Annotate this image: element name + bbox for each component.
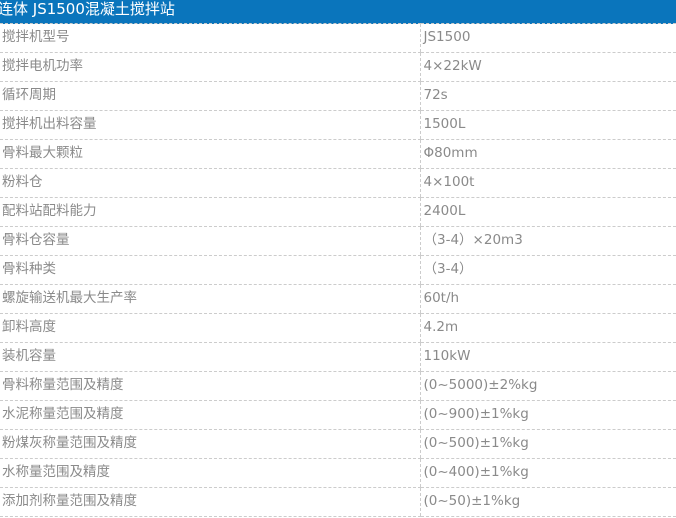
spec-label-text: 装机容量 [2,348,56,364]
spec-value-text: (0~900)±1%kg [423,406,529,422]
spec-value-text: 2400L [423,203,466,219]
spec-value-text: (0~400)±1%kg [423,464,529,480]
spec-label-cell: 卸料高度 [0,313,420,343]
spec-label-text: 骨料仓容量 [2,232,70,248]
spec-value-cell: Φ80mm [419,139,676,169]
spec-value-cell: 1500L [419,110,676,140]
table-row: 循环周期 72s [0,81,676,111]
spec-label-cell: 骨料最大颗粒 [0,139,420,169]
spec-label-cell: 搅拌电机功率 [0,52,420,82]
spec-value-text: 110kW [423,348,471,364]
spec-label-text: 添加剂称量范围及精度 [2,493,137,509]
spec-value-text: 4.2m [423,319,459,335]
spec-value-text: 72s [423,87,448,103]
spec-value-text: JS1500 [423,29,471,45]
spec-label-cell: 水称量范围及精度 [0,458,420,488]
spec-value-text: 1500L [423,116,466,132]
spec-value-cell: 110kW [419,342,676,372]
page-title: 连体 JS1500混凝土搅拌站 [0,0,175,18]
spec-value-text: （3-4）×20m3 [423,232,523,248]
spec-value-text: 60t/h [423,290,460,306]
spec-value-cell: 4×22kW [419,52,676,82]
header-title-cell: 连体 JS1500混凝土搅拌站 [0,0,420,24]
spec-value-cell: (0~500)±1%kg [419,429,676,459]
spec-label-cell: 循环周期 [0,81,420,111]
spec-value-cell: (0~5000)±2%kg [419,371,676,401]
table-row: 骨料最大颗粒 Φ80mm [0,139,676,169]
spec-value-text: (0~50)±1%kg [423,493,521,509]
spec-label-cell: 螺旋输送机最大生产率 [0,284,420,314]
table-row: 装机容量 110kW [0,342,676,372]
spec-label-cell: 装机容量 [0,342,420,372]
spec-label-text: 粉料仓 [2,174,43,190]
table-row: 水称量范围及精度 (0~400)±1%kg [0,458,676,488]
spec-value-cell: （3-4） [419,255,676,285]
spec-value-cell: (0~50)±1%kg [419,487,676,517]
spec-label-text: 搅拌机出料容量 [2,116,97,132]
spec-label-cell: 粉料仓 [0,168,420,198]
spec-label-text: 骨料称量范围及精度 [2,377,124,393]
spec-label-text: 搅拌电机功率 [2,58,83,74]
table-row: 配料站配料能力 2400L [0,197,676,227]
table-row: 骨料种类 （3-4） [0,255,676,285]
table-row: 搅拌机型号 JS1500 [0,23,676,53]
table-row: 骨料称量范围及精度 (0~5000)±2%kg [0,371,676,401]
spec-label-cell: 骨料称量范围及精度 [0,371,420,401]
table-row: 搅拌电机功率 4×22kW [0,52,676,82]
spec-value-cell: (0~900)±1%kg [419,400,676,430]
spec-label-text: 循环周期 [2,87,56,103]
spec-value-text: (0~5000)±2%kg [423,377,538,393]
spec-value-text: 4×100t [423,174,475,190]
table-row: 螺旋输送机最大生产率 60t/h [0,284,676,314]
spec-value-cell: （3-4）×20m3 [419,226,676,256]
spec-label-cell: 水泥称量范围及精度 [0,400,420,430]
spec-label-cell: 搅拌机型号 [0,23,420,53]
spec-label-cell: 搅拌机出料容量 [0,110,420,140]
table-row: 骨料仓容量 （3-4）×20m3 [0,226,676,256]
spec-value-cell: 2400L [419,197,676,227]
table-row: 添加剂称量范围及精度 (0~50)±1%kg [0,487,676,517]
table-row: 搅拌机出料容量 1500L [0,110,676,140]
table-header-row: 连体 JS1500混凝土搅拌站 [0,0,676,24]
spec-label-text: 粉煤灰称量范围及精度 [2,435,137,451]
spec-label-text: 螺旋输送机最大生产率 [2,290,137,306]
spec-label-text: 配料站配料能力 [2,203,97,219]
spec-value-cell: 60t/h [419,284,676,314]
spec-label-text: 搅拌机型号 [2,29,70,45]
table-row: 水泥称量范围及精度 (0~900)±1%kg [0,400,676,430]
spec-label-cell: 添加剂称量范围及精度 [0,487,420,517]
table-row: 粉料仓 4×100t [0,168,676,198]
spec-label-text: 水泥称量范围及精度 [2,406,124,422]
spec-value-text: Φ80mm [423,145,478,161]
spec-value-cell: (0~400)±1%kg [419,458,676,488]
spec-label-text: 骨料最大颗粒 [2,145,83,161]
table-body: 连体 JS1500混凝土搅拌站 [0,0,676,24]
spec-value-text: 4×22kW [423,58,482,74]
header-value-cell [420,0,676,24]
spec-label-cell: 骨料种类 [0,255,420,285]
spec-value-text: (0~500)±1%kg [423,435,529,451]
spec-label-text: 骨料种类 [2,261,56,277]
table-row: 粉煤灰称量范围及精度 (0~500)±1%kg [0,429,676,459]
spec-value-cell: 72s [419,81,676,111]
spec-label-cell: 骨料仓容量 [0,226,420,256]
spec-value-cell: JS1500 [419,23,676,53]
spec-label-text: 水称量范围及精度 [2,464,110,480]
spec-value-cell: 4.2m [419,313,676,343]
spec-label-cell: 粉煤灰称量范围及精度 [0,429,420,459]
spec-label-cell: 配料站配料能力 [0,197,420,227]
spec-value-cell: 4×100t [419,168,676,198]
spec-label-text: 卸料高度 [2,319,56,335]
spec-rows-body: 搅拌机型号 JS1500 搅拌电机功率 4×22kW 循环周期 72s 搅拌机出料容量 150… [0,23,676,517]
spec-value-text: （3-4） [423,261,473,277]
table-row: 卸料高度 4.2m [0,313,676,343]
